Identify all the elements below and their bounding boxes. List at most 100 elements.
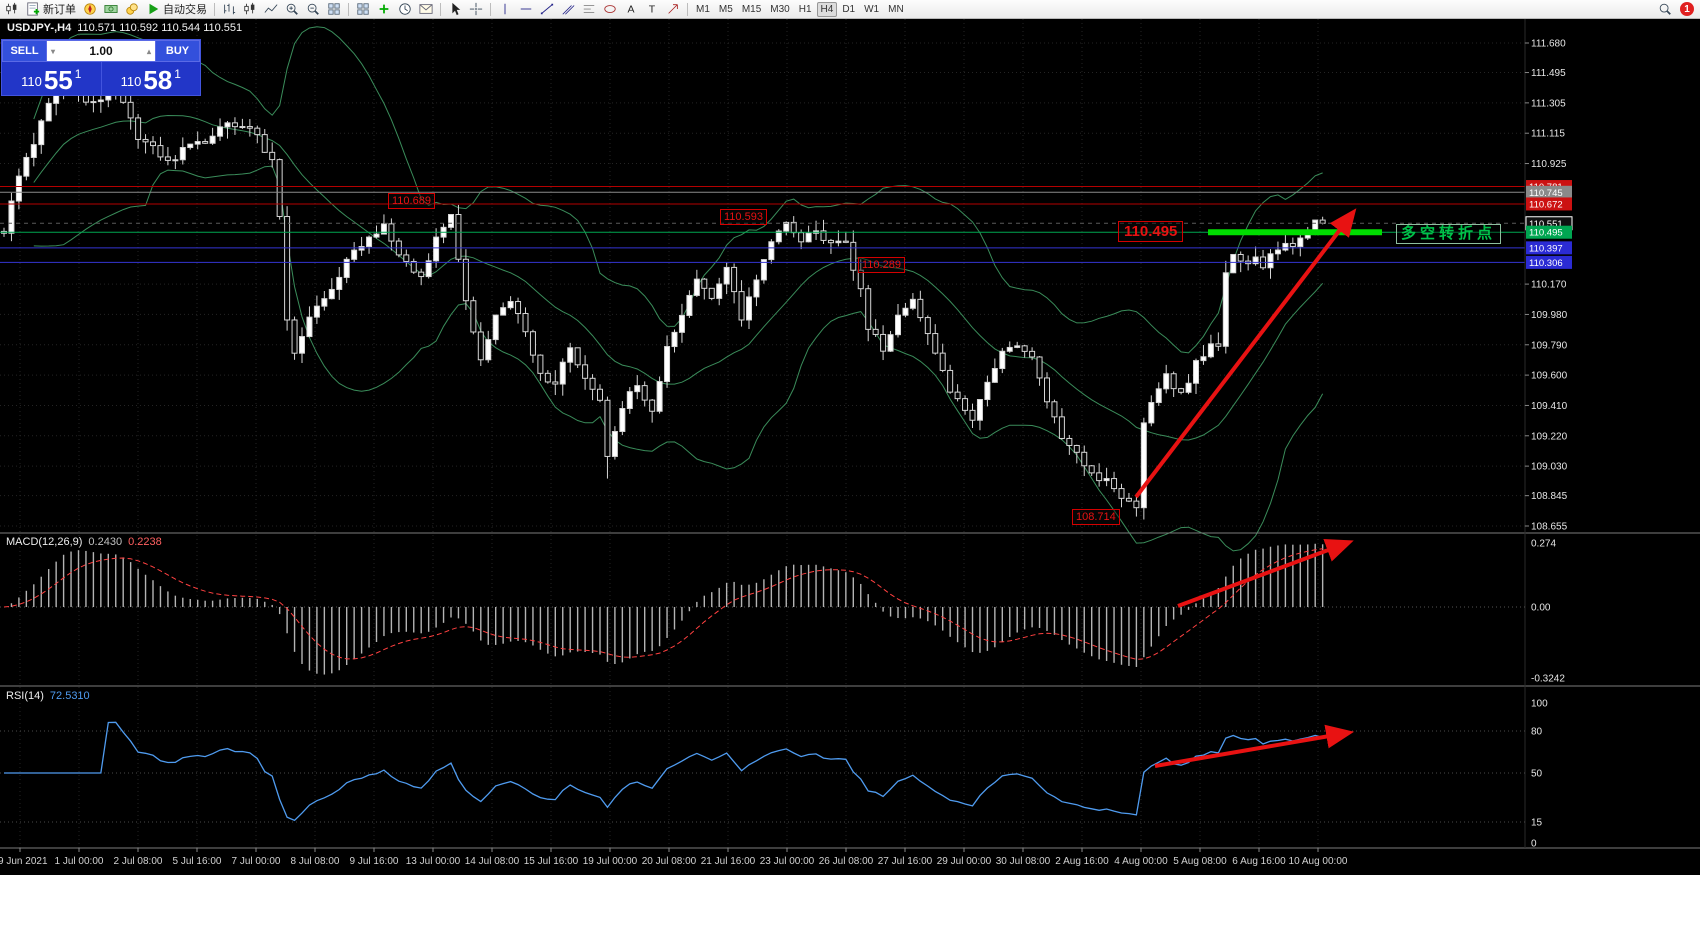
svg-text:10 Aug 00:00: 10 Aug 00:00 bbox=[1289, 856, 1348, 867]
price-flag[interactable]: 108.714 bbox=[1072, 508, 1120, 525]
time-axis[interactable]: 29 Jun 2021 1 Jul 00:00 2 Jul 08:00 5 Jul 1… bbox=[0, 848, 1348, 867]
crosshair-icon[interactable] bbox=[466, 1, 486, 18]
trade-panel-controls: SELL ▾ 1.00 ▴ BUY bbox=[2, 40, 200, 62]
svg-text:8 Jul 08:00: 8 Jul 08:00 bbox=[291, 856, 340, 867]
svg-text:29 Jun 2021: 29 Jun 2021 bbox=[0, 856, 48, 867]
metaeditor-icon[interactable] bbox=[80, 1, 100, 18]
svg-text:0.274: 0.274 bbox=[1531, 538, 1556, 549]
price-flag[interactable]: 110.495 bbox=[1118, 221, 1184, 243]
fibonacci-icon[interactable] bbox=[579, 1, 599, 18]
svg-text:110.495: 110.495 bbox=[1529, 228, 1563, 239]
svg-text:0: 0 bbox=[1531, 839, 1537, 850]
buy-button[interactable]: BUY bbox=[155, 40, 200, 62]
arrange-windows-icon[interactable] bbox=[353, 1, 373, 18]
templates-icon[interactable] bbox=[416, 1, 436, 18]
cursor-icon[interactable] bbox=[445, 1, 465, 18]
svg-text:111.495: 111.495 bbox=[1531, 68, 1566, 79]
trendline-icon[interactable] bbox=[537, 1, 557, 18]
svg-text:29 Jul 00:00: 29 Jul 00:00 bbox=[937, 856, 992, 867]
svg-text:19 Jul 00:00: 19 Jul 00:00 bbox=[583, 856, 638, 867]
svg-text:9 Jul 16:00: 9 Jul 16:00 bbox=[350, 856, 399, 867]
svg-text:111.305: 111.305 bbox=[1531, 98, 1566, 109]
indicator-scales: 0.274 0.00 -0.3242 100 80 50 15 0 bbox=[1531, 538, 1565, 849]
buy-price[interactable]: 110 58 1 bbox=[100, 62, 201, 95]
svg-text:2 Aug 16:00: 2 Aug 16:00 bbox=[1055, 856, 1109, 867]
deposit-icon[interactable] bbox=[101, 1, 121, 18]
svg-text:0.00: 0.00 bbox=[1531, 603, 1551, 614]
coins-icon[interactable] bbox=[122, 1, 142, 18]
symbol-period-label: USDJPY-,H4 bbox=[7, 22, 72, 34]
trend-arrow bbox=[1134, 208, 1357, 499]
arrow-tools-icon[interactable] bbox=[663, 1, 683, 18]
candle-chart-icon[interactable] bbox=[240, 1, 260, 18]
line-chart-icon[interactable] bbox=[261, 1, 281, 18]
shapes-icon[interactable] bbox=[600, 1, 620, 18]
zoom-out-icon[interactable] bbox=[303, 1, 323, 18]
toolbar-separator bbox=[348, 2, 349, 16]
trend-arrow bbox=[1177, 539, 1354, 608]
volume-down-icon[interactable]: ▾ bbox=[51, 46, 56, 56]
timeframe-h4[interactable]: H4 bbox=[816, 1, 838, 17]
timeframe-d1[interactable]: D1 bbox=[838, 2, 859, 17]
svg-text:109.980: 109.980 bbox=[1531, 310, 1568, 321]
timeframe-m5[interactable]: M5 bbox=[715, 2, 737, 17]
svg-text:5 Jul 16:00: 5 Jul 16:00 bbox=[173, 856, 222, 867]
svg-text:109.600: 109.600 bbox=[1531, 371, 1568, 382]
text-icon[interactable] bbox=[621, 1, 641, 18]
timeframe-m1[interactable]: M1 bbox=[692, 2, 714, 17]
svg-text:111.115: 111.115 bbox=[1531, 129, 1565, 140]
timeframe-h1[interactable]: H1 bbox=[795, 2, 816, 17]
svg-text:109.220: 109.220 bbox=[1531, 431, 1568, 442]
turning-point-label[interactable]: 多空转折点 bbox=[1396, 224, 1502, 244]
tile-windows-icon[interactable] bbox=[324, 1, 344, 18]
autotrading-button[interactable]: 自动交易 bbox=[143, 1, 210, 18]
channel-icon[interactable] bbox=[558, 1, 578, 18]
trade-panel-quotes: 110 55 1 110 58 1 bbox=[2, 62, 200, 95]
timeframe-mn[interactable]: MN bbox=[884, 2, 908, 17]
volume-value[interactable]: 1.00 bbox=[89, 44, 113, 58]
svg-text:110.551: 110.551 bbox=[1529, 219, 1563, 230]
svg-text:110.672: 110.672 bbox=[1529, 199, 1563, 210]
trend-arrows-layer[interactable] bbox=[1134, 208, 1357, 768]
svg-text:13 Jul 00:00: 13 Jul 00:00 bbox=[406, 856, 461, 867]
sell-button[interactable]: SELL bbox=[2, 40, 47, 62]
svg-text:2 Jul 08:00: 2 Jul 08:00 bbox=[114, 856, 163, 867]
label-icon[interactable] bbox=[642, 1, 662, 18]
volume-up-icon[interactable]: ▴ bbox=[146, 46, 151, 56]
toolbar-separator bbox=[440, 2, 441, 16]
svg-text:27 Jul 16:00: 27 Jul 16:00 bbox=[878, 856, 933, 867]
timeframe-w1[interactable]: W1 bbox=[860, 2, 883, 17]
svg-text:6 Aug 16:00: 6 Aug 16:00 bbox=[1232, 856, 1286, 867]
volume-input[interactable]: ▾ 1.00 ▴ bbox=[47, 40, 155, 62]
periods-icon[interactable] bbox=[395, 1, 415, 18]
price-flag[interactable]: 110.593 bbox=[720, 208, 767, 225]
svg-text:50: 50 bbox=[1531, 769, 1543, 780]
svg-text:110.745: 110.745 bbox=[1529, 188, 1563, 199]
new-chart-icon[interactable] bbox=[2, 1, 22, 18]
svg-text:110.306: 110.306 bbox=[1529, 258, 1563, 269]
search-icon[interactable] bbox=[1655, 1, 1675, 18]
sell-price-pips: 55 bbox=[43, 65, 73, 95]
timeframe-m15[interactable]: M15 bbox=[738, 2, 765, 17]
svg-text:80: 80 bbox=[1531, 727, 1543, 738]
bar-chart-icon[interactable] bbox=[219, 1, 239, 18]
zoom-in-icon[interactable] bbox=[282, 1, 302, 18]
notification-badge[interactable]: 1 bbox=[1680, 2, 1694, 16]
hlines-layer[interactable] bbox=[0, 186, 1525, 263]
svg-text:7 Jul 00:00: 7 Jul 00:00 bbox=[232, 856, 281, 867]
toolbar-right: 1 bbox=[1655, 1, 1698, 18]
svg-text:108.655: 108.655 bbox=[1531, 521, 1568, 532]
vertical-line-icon[interactable] bbox=[495, 1, 515, 18]
price-scale[interactable]: 111.680 111.495 111.305 111.115 110.925 110.1… bbox=[1525, 39, 1573, 533]
price-flag[interactable]: 110.689 bbox=[388, 193, 435, 210]
price-flag[interactable]: 110.289 bbox=[858, 257, 905, 274]
add-indicator-icon[interactable] bbox=[374, 1, 394, 18]
new-order-button[interactable]: 新订单 bbox=[23, 1, 79, 18]
horizontal-line-icon[interactable] bbox=[516, 1, 536, 18]
sell-price[interactable]: 110 55 1 bbox=[2, 62, 101, 95]
timeframe-m30[interactable]: M30 bbox=[766, 2, 793, 17]
svg-text:21 Jul 16:00: 21 Jul 16:00 bbox=[701, 856, 756, 867]
buy-price-figure: 110 bbox=[120, 74, 142, 89]
svg-text:15: 15 bbox=[1531, 818, 1543, 829]
